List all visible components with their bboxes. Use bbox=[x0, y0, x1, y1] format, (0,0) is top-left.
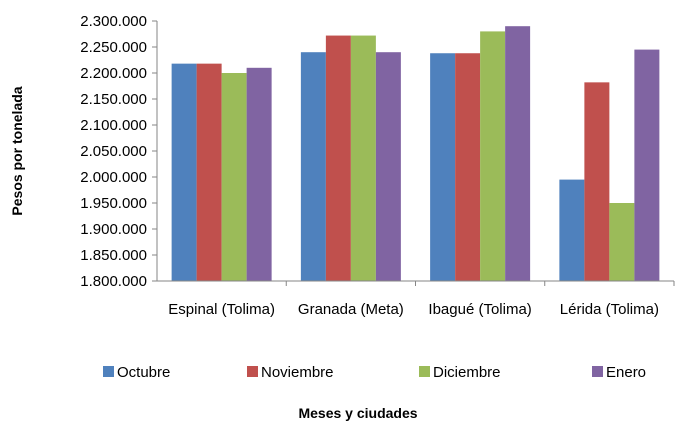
x-category-label: Espinal (Tolima) bbox=[168, 301, 275, 318]
legend-swatch-enero bbox=[592, 366, 603, 377]
bar-diciembre-4 bbox=[609, 203, 635, 281]
bar-enero-3 bbox=[505, 26, 531, 282]
bar-octubre-3 bbox=[430, 53, 456, 281]
legend-swatch-noviembre bbox=[247, 366, 258, 377]
y-axis-ticks: 1.800.000 1.850.000 1.900.000 1.950.000 2.00… bbox=[80, 13, 157, 290]
bars bbox=[171, 26, 675, 286]
y-tick-label: 2.200.000 bbox=[80, 65, 147, 82]
bar-enero-1 bbox=[246, 67, 272, 281]
bar-octubre-1 bbox=[171, 63, 197, 281]
bar-diciembre-3 bbox=[480, 31, 506, 282]
bar-diciembre-2 bbox=[350, 35, 376, 282]
bar-enero-2 bbox=[375, 52, 401, 282]
y-tick-label: 2.000.000 bbox=[80, 169, 147, 186]
x-category-label: Granada (Meta) bbox=[298, 301, 404, 318]
y-tick-label: 1.800.000 bbox=[80, 273, 147, 290]
legend-label-diciembre: Diciembre bbox=[433, 364, 501, 381]
y-tick-label: 1.850.000 bbox=[80, 247, 147, 264]
legend-label-enero: Enero bbox=[606, 364, 646, 381]
legend-label-octubre: Octubre bbox=[117, 364, 170, 381]
y-axis-title: Pesos por tonelada bbox=[9, 86, 25, 215]
x-category-label: Lérida (Tolima) bbox=[560, 301, 659, 318]
bar-noviembre-4 bbox=[584, 82, 610, 281]
x-axis-category-labels: Espinal (Tolima) Granada (Meta) Ibagué (To… bbox=[168, 301, 659, 318]
bar-diciembre-1 bbox=[221, 73, 247, 281]
y-tick-label: 2.250.000 bbox=[80, 39, 147, 56]
y-tick-label: 2.050.000 bbox=[80, 143, 147, 160]
y-tick-label: 2.150.000 bbox=[80, 91, 147, 108]
bar-noviembre-1 bbox=[196, 63, 222, 281]
legend-label-noviembre: Noviembre bbox=[261, 364, 334, 381]
bar-octubre-4 bbox=[559, 179, 585, 281]
legend: Octubre Noviembre Diciembre Enero bbox=[103, 364, 646, 381]
y-tick-label: 1.950.000 bbox=[80, 195, 147, 212]
bar-noviembre-3 bbox=[455, 53, 481, 281]
legend-swatch-diciembre bbox=[419, 366, 430, 377]
legend-swatch-octubre bbox=[103, 366, 114, 377]
x-axis-title: Meses y ciudades bbox=[298, 405, 417, 421]
x-category-label: Ibagué (Tolima) bbox=[428, 301, 531, 318]
bar-enero-4 bbox=[634, 49, 660, 281]
y-tick-label: 2.100.000 bbox=[80, 117, 147, 134]
bar-octubre-2 bbox=[300, 52, 326, 282]
y-tick-label: 2.300.000 bbox=[80, 13, 147, 30]
y-tick-label: 1.900.000 bbox=[80, 221, 147, 238]
bar-noviembre-2 bbox=[325, 35, 351, 282]
